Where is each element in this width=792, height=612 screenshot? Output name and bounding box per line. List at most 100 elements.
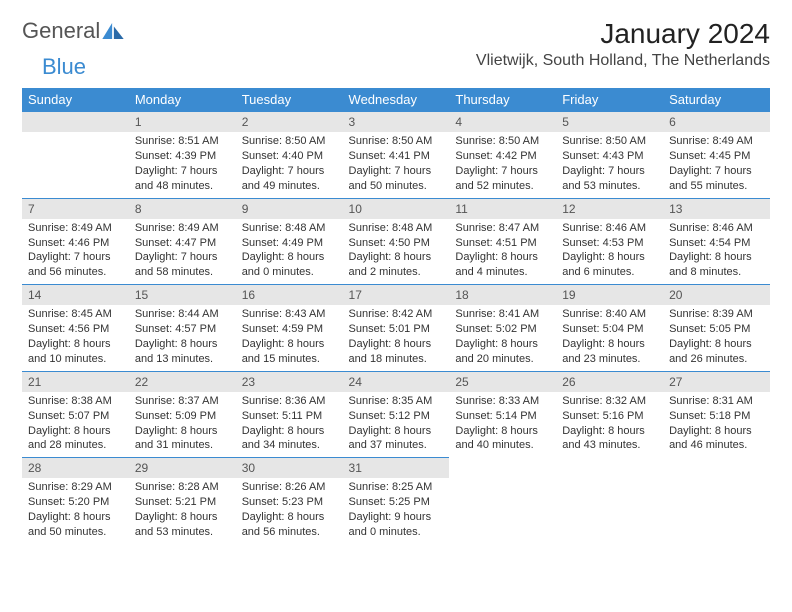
day-number: 2: [236, 111, 343, 132]
calendar-row: 21Sunrise: 8:38 AM Sunset: 5:07 PM Dayli…: [22, 371, 770, 458]
day-number: 14: [22, 284, 129, 305]
calendar-cell: 3Sunrise: 8:50 AM Sunset: 4:41 PM Daylig…: [343, 111, 450, 198]
calendar-cell: [663, 457, 770, 544]
brand-part1: General: [22, 18, 100, 44]
calendar-cell: 12Sunrise: 8:46 AM Sunset: 4:53 PM Dayli…: [556, 198, 663, 285]
calendar-cell: 5Sunrise: 8:50 AM Sunset: 4:43 PM Daylig…: [556, 111, 663, 198]
day-number: 3: [343, 111, 450, 132]
day-number: 9: [236, 198, 343, 219]
day-details: Sunrise: 8:40 AM Sunset: 5:04 PM Dayligh…: [556, 305, 663, 370]
calendar-cell: 8Sunrise: 8:49 AM Sunset: 4:47 PM Daylig…: [129, 198, 236, 285]
calendar-cell: 23Sunrise: 8:36 AM Sunset: 5:11 PM Dayli…: [236, 371, 343, 458]
calendar-cell: 26Sunrise: 8:32 AM Sunset: 5:16 PM Dayli…: [556, 371, 663, 458]
day-details: Sunrise: 8:41 AM Sunset: 5:02 PM Dayligh…: [449, 305, 556, 370]
calendar-cell: 11Sunrise: 8:47 AM Sunset: 4:51 PM Dayli…: [449, 198, 556, 285]
day-details: Sunrise: 8:45 AM Sunset: 4:56 PM Dayligh…: [22, 305, 129, 370]
calendar-cell: 6Sunrise: 8:49 AM Sunset: 4:45 PM Daylig…: [663, 111, 770, 198]
weekday-header: Saturday: [663, 88, 770, 111]
day-number: 29: [129, 457, 236, 478]
sail-icon: [102, 23, 124, 39]
calendar-cell: 17Sunrise: 8:42 AM Sunset: 5:01 PM Dayli…: [343, 284, 450, 371]
day-number: 22: [129, 371, 236, 392]
day-number: 12: [556, 198, 663, 219]
calendar-cell: 16Sunrise: 8:43 AM Sunset: 4:59 PM Dayli…: [236, 284, 343, 371]
calendar-cell: 10Sunrise: 8:48 AM Sunset: 4:50 PM Dayli…: [343, 198, 450, 285]
day-number: 4: [449, 111, 556, 132]
calendar-cell: [556, 457, 663, 544]
calendar-cell: [449, 457, 556, 544]
calendar-cell: 30Sunrise: 8:26 AM Sunset: 5:23 PM Dayli…: [236, 457, 343, 544]
day-details: Sunrise: 8:51 AM Sunset: 4:39 PM Dayligh…: [129, 132, 236, 197]
day-number: 25: [449, 371, 556, 392]
calendar-cell: 25Sunrise: 8:33 AM Sunset: 5:14 PM Dayli…: [449, 371, 556, 458]
day-details: Sunrise: 8:35 AM Sunset: 5:12 PM Dayligh…: [343, 392, 450, 457]
day-number: 27: [663, 371, 770, 392]
day-details: Sunrise: 8:50 AM Sunset: 4:41 PM Dayligh…: [343, 132, 450, 197]
brand-part2-wrap: Blue: [22, 54, 770, 80]
day-number: 18: [449, 284, 556, 305]
weekday-header: Thursday: [449, 88, 556, 111]
day-number: 26: [556, 371, 663, 392]
day-number: 11: [449, 198, 556, 219]
day-number: 23: [236, 371, 343, 392]
calendar-head: Sunday Monday Tuesday Wednesday Thursday…: [22, 88, 770, 111]
weekday-header: Sunday: [22, 88, 129, 111]
month-title: January 2024: [476, 18, 770, 50]
day-number: 16: [236, 284, 343, 305]
calendar-cell: 2Sunrise: 8:50 AM Sunset: 4:40 PM Daylig…: [236, 111, 343, 198]
calendar-cell: 29Sunrise: 8:28 AM Sunset: 5:21 PM Dayli…: [129, 457, 236, 544]
calendar-cell: 15Sunrise: 8:44 AM Sunset: 4:57 PM Dayli…: [129, 284, 236, 371]
brand-part2: Blue: [42, 54, 86, 79]
day-details: Sunrise: 8:50 AM Sunset: 4:40 PM Dayligh…: [236, 132, 343, 197]
calendar-cell: [22, 111, 129, 198]
day-number: 21: [22, 371, 129, 392]
day-details: Sunrise: 8:38 AM Sunset: 5:07 PM Dayligh…: [22, 392, 129, 457]
day-number: 10: [343, 198, 450, 219]
calendar-cell: 22Sunrise: 8:37 AM Sunset: 5:09 PM Dayli…: [129, 371, 236, 458]
day-details: Sunrise: 8:44 AM Sunset: 4:57 PM Dayligh…: [129, 305, 236, 370]
calendar-cell: 19Sunrise: 8:40 AM Sunset: 5:04 PM Dayli…: [556, 284, 663, 371]
calendar-row: 28Sunrise: 8:29 AM Sunset: 5:20 PM Dayli…: [22, 457, 770, 544]
day-details: Sunrise: 8:26 AM Sunset: 5:23 PM Dayligh…: [236, 478, 343, 543]
day-details: Sunrise: 8:29 AM Sunset: 5:20 PM Dayligh…: [22, 478, 129, 543]
day-details: Sunrise: 8:32 AM Sunset: 5:16 PM Dayligh…: [556, 392, 663, 457]
day-details: Sunrise: 8:28 AM Sunset: 5:21 PM Dayligh…: [129, 478, 236, 543]
day-details: Sunrise: 8:48 AM Sunset: 4:50 PM Dayligh…: [343, 219, 450, 284]
day-details: Sunrise: 8:50 AM Sunset: 4:43 PM Dayligh…: [556, 132, 663, 197]
calendar-cell: 27Sunrise: 8:31 AM Sunset: 5:18 PM Dayli…: [663, 371, 770, 458]
day-number: 19: [556, 284, 663, 305]
day-details: Sunrise: 8:31 AM Sunset: 5:18 PM Dayligh…: [663, 392, 770, 457]
day-number: 31: [343, 457, 450, 478]
day-number: 17: [343, 284, 450, 305]
day-details: Sunrise: 8:49 AM Sunset: 4:47 PM Dayligh…: [129, 219, 236, 284]
calendar-table: Sunday Monday Tuesday Wednesday Thursday…: [22, 88, 770, 544]
calendar-cell: 20Sunrise: 8:39 AM Sunset: 5:05 PM Dayli…: [663, 284, 770, 371]
brand-logo: General: [22, 18, 124, 44]
calendar-cell: 21Sunrise: 8:38 AM Sunset: 5:07 PM Dayli…: [22, 371, 129, 458]
day-details: Sunrise: 8:39 AM Sunset: 5:05 PM Dayligh…: [663, 305, 770, 370]
day-number: 5: [556, 111, 663, 132]
day-details: Sunrise: 8:46 AM Sunset: 4:54 PM Dayligh…: [663, 219, 770, 284]
weekday-header: Tuesday: [236, 88, 343, 111]
day-details: Sunrise: 8:49 AM Sunset: 4:46 PM Dayligh…: [22, 219, 129, 284]
calendar-cell: 14Sunrise: 8:45 AM Sunset: 4:56 PM Dayli…: [22, 284, 129, 371]
day-number: [22, 111, 129, 132]
calendar-cell: 18Sunrise: 8:41 AM Sunset: 5:02 PM Dayli…: [449, 284, 556, 371]
calendar-row: 7Sunrise: 8:49 AM Sunset: 4:46 PM Daylig…: [22, 198, 770, 285]
calendar-body: 1Sunrise: 8:51 AM Sunset: 4:39 PM Daylig…: [22, 111, 770, 544]
weekday-header: Wednesday: [343, 88, 450, 111]
calendar-cell: 4Sunrise: 8:50 AM Sunset: 4:42 PM Daylig…: [449, 111, 556, 198]
day-details: Sunrise: 8:48 AM Sunset: 4:49 PM Dayligh…: [236, 219, 343, 284]
day-number: 8: [129, 198, 236, 219]
day-number: 20: [663, 284, 770, 305]
day-details: Sunrise: 8:47 AM Sunset: 4:51 PM Dayligh…: [449, 219, 556, 284]
calendar-cell: 31Sunrise: 8:25 AM Sunset: 5:25 PM Dayli…: [343, 457, 450, 544]
day-details: Sunrise: 8:50 AM Sunset: 4:42 PM Dayligh…: [449, 132, 556, 197]
calendar-cell: 7Sunrise: 8:49 AM Sunset: 4:46 PM Daylig…: [22, 198, 129, 285]
calendar-cell: 28Sunrise: 8:29 AM Sunset: 5:20 PM Dayli…: [22, 457, 129, 544]
day-number: 13: [663, 198, 770, 219]
calendar-row: 1Sunrise: 8:51 AM Sunset: 4:39 PM Daylig…: [22, 111, 770, 198]
calendar-cell: 13Sunrise: 8:46 AM Sunset: 4:54 PM Dayli…: [663, 198, 770, 285]
day-details: Sunrise: 8:42 AM Sunset: 5:01 PM Dayligh…: [343, 305, 450, 370]
day-details: Sunrise: 8:36 AM Sunset: 5:11 PM Dayligh…: [236, 392, 343, 457]
